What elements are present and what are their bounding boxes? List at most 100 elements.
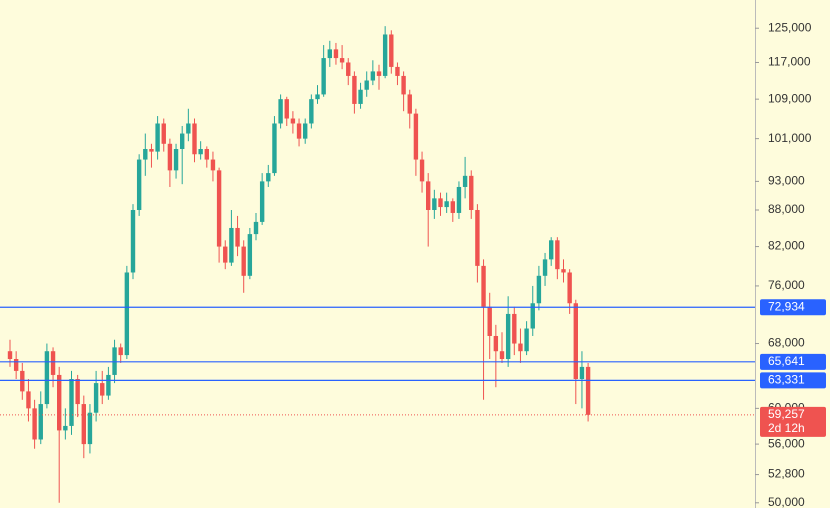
candle-body: [530, 303, 535, 329]
candle-body: [93, 383, 99, 413]
candle-body: [579, 366, 585, 380]
candle-body: [573, 303, 578, 380]
candle-body: [161, 123, 166, 144]
candle-body: [549, 240, 554, 260]
candle-body: [395, 66, 400, 76]
y-tick-label: 125,000: [768, 20, 812, 34]
candle-body: [266, 173, 271, 182]
candle-body: [296, 123, 302, 139]
candle-body: [450, 201, 455, 213]
candle-body: [173, 148, 179, 171]
candle-body: [518, 343, 523, 352]
candle-body: [216, 170, 222, 247]
candle-body: [493, 335, 499, 352]
candle-body: [499, 351, 505, 360]
candle-body: [124, 272, 130, 356]
candle-body: [81, 404, 86, 445]
candle-body: [487, 306, 492, 336]
candle-body: [536, 275, 542, 304]
candle-body: [38, 404, 43, 440]
y-tick-label: 109,000: [768, 91, 812, 105]
candle-body: [382, 34, 388, 76]
countdown-label: 2d 12h: [768, 421, 805, 435]
candle-body: [438, 198, 443, 208]
candle-body: [462, 175, 468, 187]
candle-body: [321, 58, 326, 95]
candle-body: [401, 75, 406, 95]
y-tick-label: 93,000: [768, 174, 805, 188]
candle-body: [50, 351, 56, 375]
candle-body: [358, 89, 363, 104]
candle-body: [278, 99, 283, 124]
candle-body: [407, 94, 412, 114]
candle-body: [149, 148, 154, 152]
candle-body: [309, 99, 314, 124]
candle-body: [426, 181, 431, 211]
candle-body: [456, 186, 462, 213]
candle-body: [26, 391, 31, 409]
candle-body: [106, 374, 111, 396]
candle-body: [290, 118, 296, 124]
y-tick-label: 56,000: [768, 436, 805, 450]
last-price-box: [760, 406, 826, 437]
candle-body: [130, 210, 136, 273]
candle-body: [112, 347, 117, 375]
level-label: 72,934: [768, 299, 805, 313]
level-label: 63,331: [768, 373, 805, 387]
candle-body: [585, 366, 591, 415]
candle-body: [63, 425, 68, 431]
candle-body: [364, 80, 369, 90]
candle-body: [253, 221, 259, 235]
candle-body: [389, 34, 394, 67]
last-price-label: 59,257: [768, 407, 805, 421]
candle-body: [333, 49, 339, 59]
candle-body: [444, 201, 449, 208]
candle-body: [75, 379, 80, 405]
candle-body: [272, 123, 277, 174]
candle-body: [13, 359, 19, 371]
candle-body: [352, 75, 357, 104]
candle-body: [303, 123, 308, 139]
y-tick-label: 88,000: [768, 202, 805, 216]
candle-body: [204, 148, 209, 160]
candle-body: [542, 259, 548, 276]
candle-body: [505, 313, 511, 360]
candle-body: [143, 148, 148, 160]
candle-body: [229, 227, 234, 263]
candle-body: [315, 94, 320, 100]
candle-body: [69, 379, 74, 426]
candle-body: [241, 246, 246, 276]
candle-body: [432, 198, 437, 211]
candle-body: [210, 159, 216, 171]
candle-body: [44, 351, 50, 405]
level-label-box: [760, 299, 826, 316]
y-tick-label: 82,000: [768, 239, 805, 253]
level-label-box: [760, 353, 826, 370]
candle-body: [259, 181, 265, 222]
candle-body: [223, 246, 228, 263]
candle-body: [481, 265, 486, 307]
candle-body: [180, 133, 185, 149]
candle-body: [555, 240, 560, 270]
candle-body: [376, 71, 382, 76]
level-label: 65,641: [768, 354, 805, 368]
candle-body: [284, 99, 289, 119]
candle-body: [198, 148, 203, 155]
candle-body: [167, 143, 173, 171]
y-tick-label: 117,000: [768, 55, 811, 69]
candle-body: [327, 49, 332, 59]
y-tick-label: 52,800: [768, 467, 805, 481]
candle-body: [247, 234, 253, 276]
candle-body: [475, 210, 480, 266]
candle-body: [561, 269, 566, 273]
candle-body: [419, 159, 425, 182]
candle-body: [512, 313, 517, 344]
candle-body: [7, 351, 13, 360]
candle-body: [413, 113, 419, 160]
candle-body: [118, 347, 123, 356]
candle-body: [346, 62, 351, 76]
y-tick-label: 68,000: [768, 336, 805, 350]
y-tick-label: 76,000: [768, 278, 805, 292]
